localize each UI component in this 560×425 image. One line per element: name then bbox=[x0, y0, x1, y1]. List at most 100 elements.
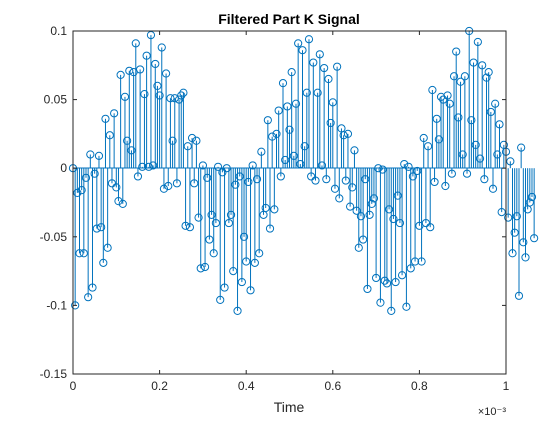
stem-marker bbox=[200, 262, 210, 272]
stem-marker bbox=[155, 91, 164, 100]
stem-marker bbox=[278, 79, 288, 88]
stem-marker bbox=[146, 31, 156, 40]
y-tick-label: 0.05 bbox=[44, 93, 68, 107]
stem-marker bbox=[454, 113, 463, 122]
x-tick-label: 0.8 bbox=[411, 379, 428, 393]
stem-marker bbox=[504, 213, 513, 222]
stem-marker bbox=[174, 95, 184, 104]
stem-marker bbox=[367, 199, 376, 208]
stem-marker bbox=[354, 243, 363, 252]
chart-title: Filtered Part K Signal bbox=[218, 11, 360, 27]
stem-marker bbox=[97, 223, 106, 232]
stem-marker bbox=[192, 136, 201, 145]
stem-marker bbox=[79, 249, 88, 258]
stem-marker bbox=[458, 150, 467, 159]
stem-marker bbox=[324, 74, 333, 84]
stem-marker bbox=[488, 184, 498, 193]
stem-marker bbox=[242, 257, 251, 266]
stem-marker bbox=[144, 162, 153, 171]
stem-marker bbox=[153, 81, 162, 90]
stem-marker bbox=[326, 118, 335, 128]
stem-marker bbox=[101, 114, 110, 123]
stem-marker bbox=[166, 94, 175, 103]
stem-marker bbox=[140, 90, 149, 99]
stem-marker bbox=[81, 173, 91, 182]
stem-marker bbox=[190, 179, 199, 188]
stem-marker bbox=[508, 249, 517, 258]
y-tick-label: -0.15 bbox=[40, 367, 68, 381]
stem-marker bbox=[380, 276, 389, 285]
stem-marker bbox=[281, 155, 290, 165]
stem-marker bbox=[408, 172, 418, 181]
stem-marker bbox=[216, 295, 225, 305]
stem-marker bbox=[346, 202, 355, 211]
stem-marker bbox=[218, 168, 227, 177]
stem-marker bbox=[493, 150, 502, 159]
stem-marker bbox=[406, 264, 415, 273]
stem-marker bbox=[478, 61, 487, 70]
x-tick-label: 0.2 bbox=[151, 379, 168, 393]
stem-marker bbox=[391, 277, 400, 287]
stem-marker bbox=[395, 218, 405, 228]
stem-marker bbox=[110, 109, 119, 118]
stem-marker bbox=[447, 169, 456, 178]
stem-marker bbox=[335, 194, 344, 203]
stem-marker bbox=[356, 212, 366, 221]
stem-marker bbox=[527, 192, 537, 202]
stem-marker bbox=[393, 191, 402, 200]
stem-marker bbox=[125, 66, 134, 75]
stem-marker bbox=[441, 181, 450, 191]
x-axis-label: Time bbox=[274, 399, 305, 415]
stem-marker bbox=[187, 133, 197, 143]
stem-marker bbox=[283, 102, 292, 111]
stem-marker bbox=[265, 224, 275, 233]
stem-marker bbox=[136, 65, 145, 74]
stem-marker bbox=[419, 133, 428, 143]
stem-marker bbox=[333, 62, 342, 71]
stem-marker bbox=[495, 120, 504, 129]
stem-marker bbox=[309, 58, 318, 67]
x-tick-label: 1 bbox=[503, 379, 510, 393]
stem-marker bbox=[276, 172, 285, 181]
stem-marker bbox=[198, 161, 207, 170]
axes-box bbox=[72, 30, 507, 375]
stem-marker bbox=[322, 175, 331, 184]
stem-marker bbox=[402, 302, 411, 311]
stem-marker bbox=[519, 238, 528, 247]
stem-marker bbox=[185, 223, 195, 232]
stem-marker bbox=[484, 68, 493, 77]
stem-marker bbox=[467, 116, 476, 125]
stem-marker bbox=[246, 286, 255, 295]
stem-marker bbox=[439, 95, 448, 104]
stem-marker bbox=[304, 35, 314, 44]
stem-marker bbox=[205, 235, 214, 244]
stem-marker bbox=[127, 146, 136, 155]
x-tick-label: 0 bbox=[70, 379, 77, 393]
stem-marker bbox=[157, 43, 166, 52]
stem-marker bbox=[410, 257, 420, 266]
tick-labels: 0 0.2 0.4 0.6 0.8 1 -0.15 -0.1 -0.05 0 0.05 0.1 bbox=[40, 24, 510, 393]
stem-marker bbox=[75, 249, 84, 258]
stem-marker bbox=[378, 165, 387, 174]
stem-marker bbox=[517, 143, 526, 152]
stem-marker bbox=[239, 232, 249, 241]
stem-marker bbox=[120, 92, 130, 101]
stem-marker bbox=[486, 107, 495, 117]
stem-marker bbox=[421, 218, 430, 228]
stem-marker bbox=[369, 194, 379, 203]
stem-marker bbox=[460, 72, 469, 81]
stem-marker bbox=[105, 131, 114, 140]
stem-marker bbox=[196, 264, 205, 273]
stem-marker bbox=[123, 136, 132, 145]
stem-marker bbox=[268, 132, 277, 141]
plot-area bbox=[73, 31, 506, 374]
stem-marker bbox=[272, 129, 281, 138]
y-tick-label: 0.1 bbox=[50, 24, 67, 38]
stem-marker bbox=[365, 210, 374, 219]
stem-marker bbox=[530, 234, 539, 243]
stem-marker bbox=[525, 198, 534, 207]
stem-marker bbox=[317, 161, 327, 170]
stem-marker bbox=[300, 142, 309, 151]
